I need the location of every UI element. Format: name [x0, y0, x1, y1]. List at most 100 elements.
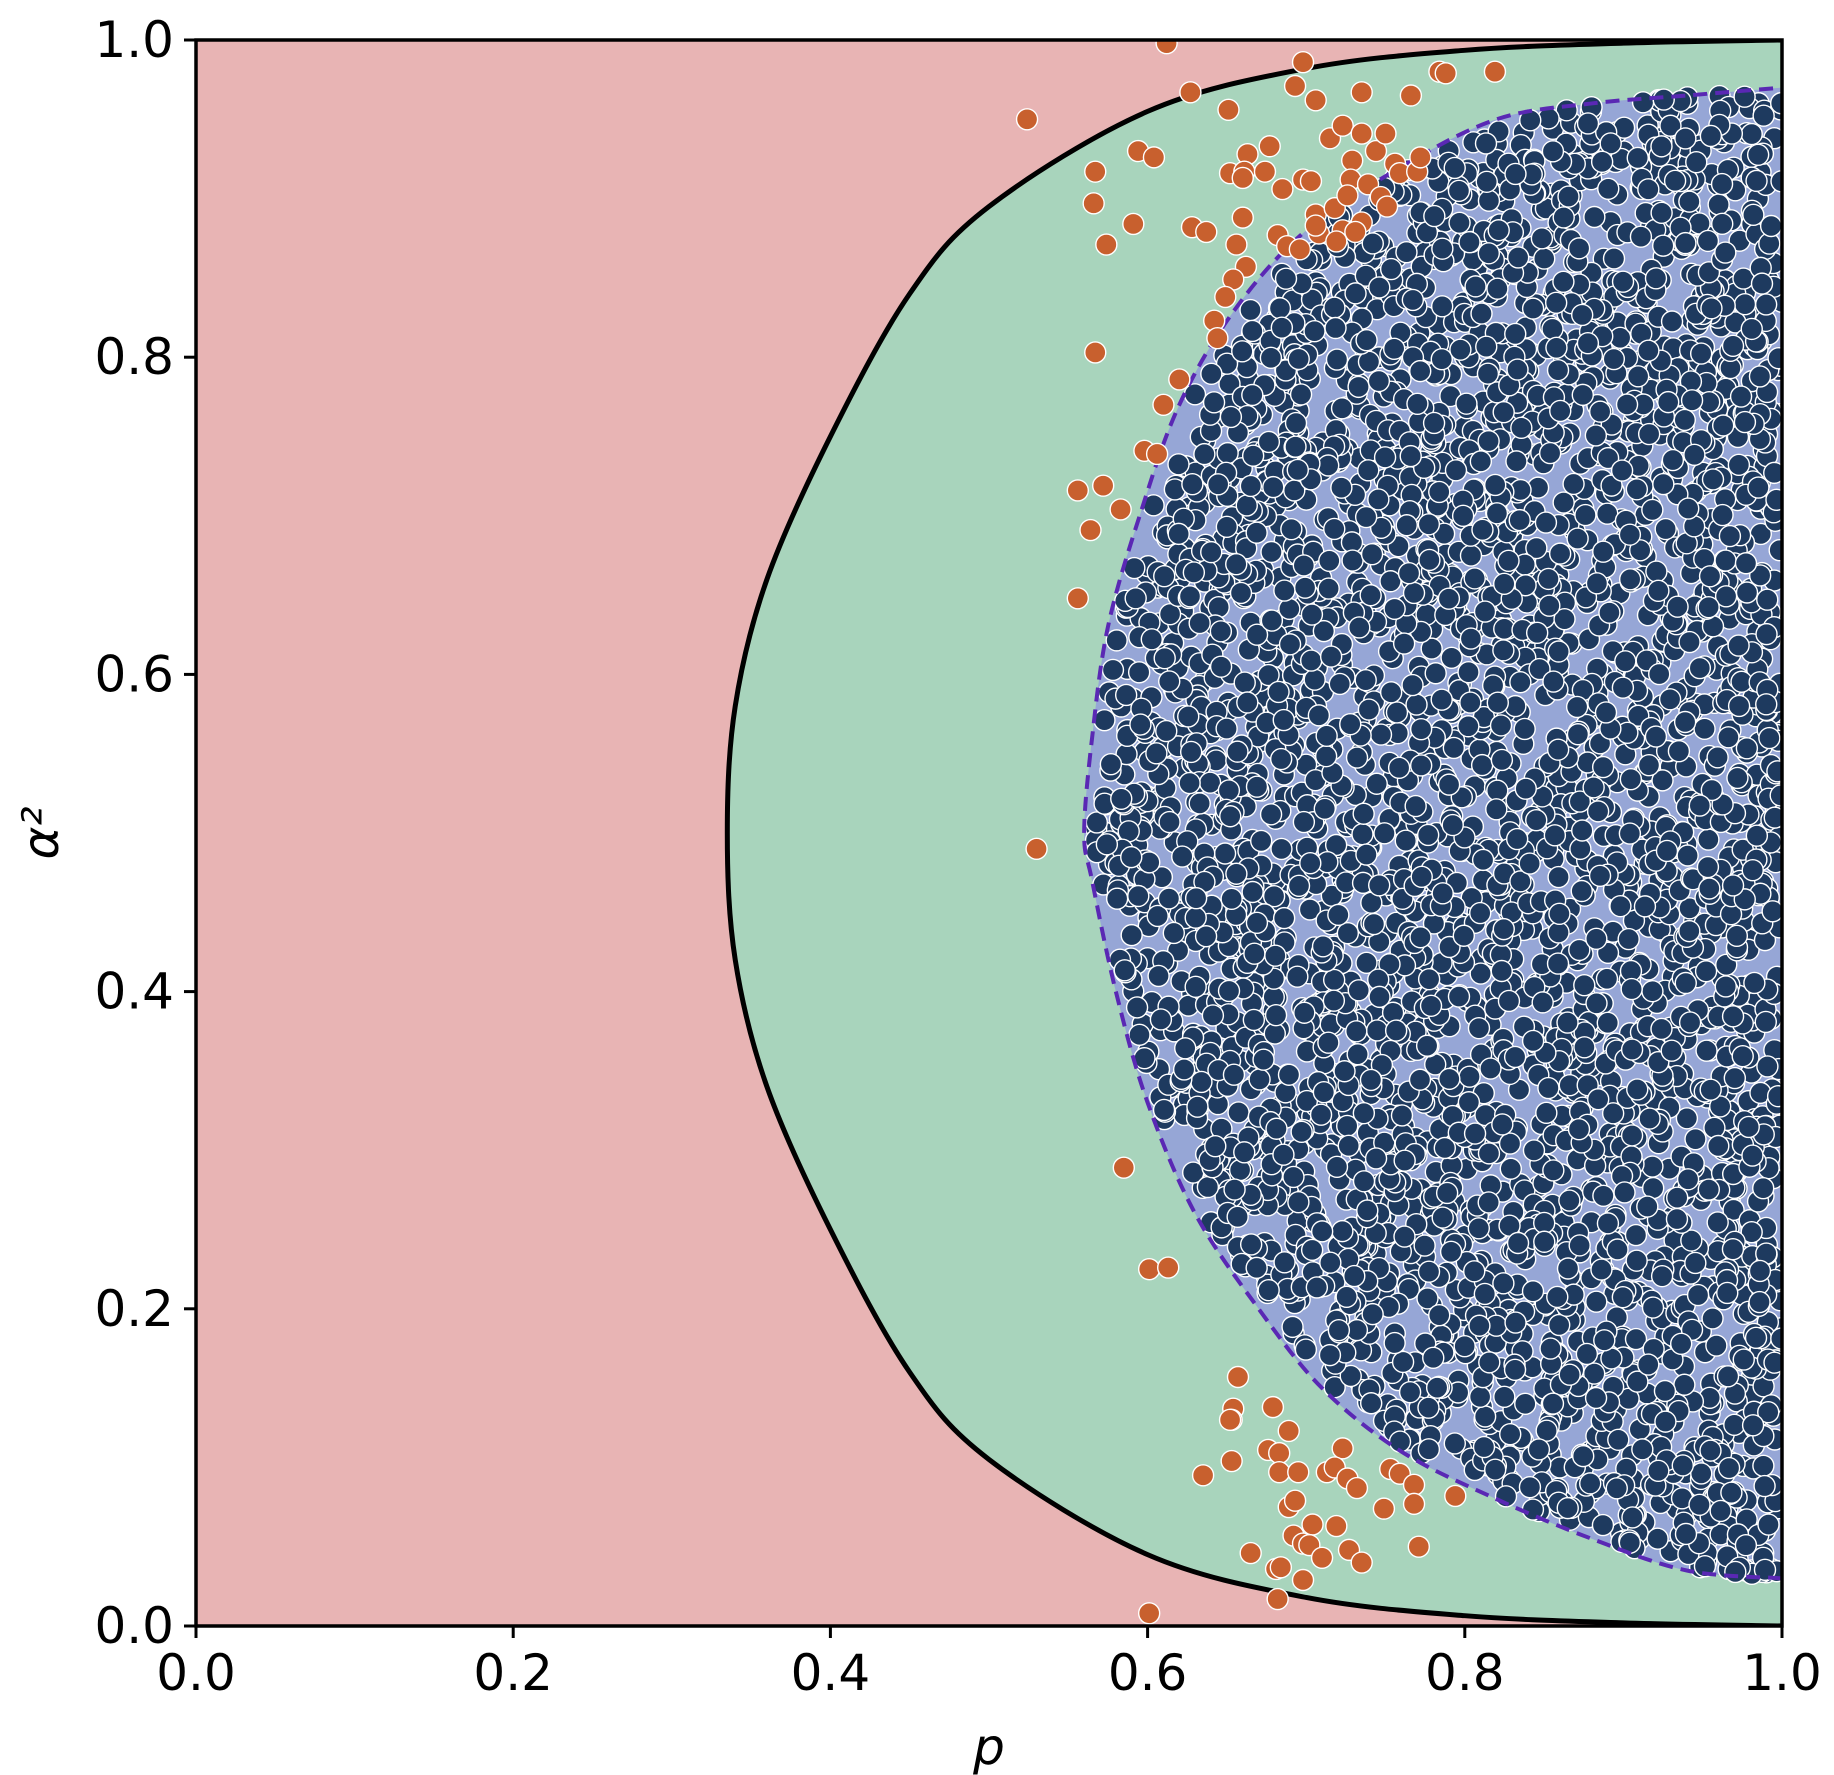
- outside-point: [1191, 1464, 1215, 1487]
- inside-point: [1428, 1303, 1451, 1327]
- inside-point: [1655, 839, 1679, 863]
- inside-point: [1206, 473, 1230, 496]
- inside-point: [1368, 985, 1391, 1009]
- outside-point: [1258, 135, 1281, 158]
- inside-point: [1677, 497, 1700, 520]
- inside-point: [1711, 212, 1734, 236]
- inside-point: [1367, 488, 1390, 511]
- inside-point: [1752, 1177, 1775, 1200]
- inside-point: [1281, 1315, 1304, 1339]
- y-tick-label: 0.6: [94, 645, 174, 703]
- inside-point: [1700, 778, 1724, 802]
- inside-point: [1734, 552, 1758, 575]
- inside-point: [1397, 562, 1421, 585]
- inside-point: [1568, 1234, 1591, 1257]
- inside-point: [1624, 1223, 1648, 1247]
- inside-point: [1637, 1353, 1660, 1376]
- inside-point: [1398, 1380, 1422, 1404]
- inside-point: [1611, 1285, 1635, 1309]
- inside-point: [1362, 912, 1386, 936]
- inside-point: [1503, 1045, 1527, 1069]
- inside-point: [1568, 938, 1591, 962]
- inside-point: [1229, 581, 1253, 605]
- inside-point: [1673, 408, 1696, 432]
- inside-point: [1741, 858, 1764, 882]
- inside-point: [1688, 656, 1712, 680]
- inside-point: [1586, 800, 1610, 823]
- inside-point: [1373, 446, 1397, 469]
- inside-point: [1484, 1458, 1507, 1481]
- inside-point: [1546, 358, 1570, 382]
- inside-point: [1566, 723, 1590, 746]
- inside-point: [1474, 132, 1498, 155]
- inside-point: [1765, 488, 1782, 511]
- inside-point: [1699, 1078, 1722, 1101]
- inside-point: [1110, 787, 1133, 810]
- inside-point: [1596, 446, 1620, 470]
- inside-point: [1633, 895, 1657, 918]
- inside-point: [1441, 813, 1464, 837]
- inside-point: [1588, 864, 1612, 887]
- inside-point: [1470, 302, 1493, 325]
- inside-point: [1311, 935, 1335, 958]
- inside-point: [1219, 805, 1242, 828]
- outside-point: [1325, 1514, 1348, 1538]
- inside-point: [1431, 1206, 1454, 1229]
- inside-point: [1745, 169, 1768, 193]
- inside-point: [1303, 668, 1326, 691]
- inside-point: [1401, 673, 1424, 697]
- inside-point: [1542, 670, 1565, 693]
- inside-point: [1355, 328, 1378, 352]
- inside-point: [1463, 1122, 1487, 1145]
- inside-point: [1741, 1414, 1765, 1437]
- outside-point: [1231, 206, 1254, 229]
- inside-point: [1571, 383, 1594, 407]
- outside-point: [1206, 326, 1229, 350]
- inside-point: [1745, 824, 1769, 847]
- inside-point: [1282, 1165, 1305, 1189]
- inside-point: [1124, 587, 1147, 610]
- inside-point: [1367, 874, 1391, 897]
- inside-point: [1725, 924, 1749, 948]
- inside-point: [1645, 560, 1668, 583]
- inside-point: [1497, 549, 1520, 572]
- inside-point: [1761, 900, 1782, 923]
- inside-point: [1422, 411, 1446, 435]
- inside-point: [1439, 1240, 1463, 1264]
- x-tick-label: 0.4: [791, 1644, 871, 1702]
- inside-point: [1430, 688, 1453, 711]
- inside-point: [1576, 112, 1600, 135]
- inside-point: [1678, 190, 1701, 213]
- inside-point: [1596, 502, 1619, 525]
- inside-point: [1477, 189, 1501, 212]
- inside-point: [1504, 322, 1527, 346]
- inside-point: [1527, 1438, 1551, 1461]
- inside-point: [1553, 607, 1576, 631]
- inside-point: [1312, 1080, 1336, 1104]
- inside-point: [1485, 502, 1509, 525]
- inside-point: [1477, 242, 1500, 265]
- inside-point: [1289, 383, 1313, 406]
- inside-point: [1369, 516, 1393, 540]
- outside-point: [1084, 160, 1107, 183]
- inside-point: [1431, 882, 1454, 905]
- inside-point: [1184, 887, 1208, 910]
- inside-point: [1328, 672, 1352, 696]
- inside-point: [1324, 316, 1347, 340]
- inside-point: [1485, 798, 1508, 821]
- y-tick-label: 0.4: [94, 963, 174, 1021]
- inside-point: [1688, 1493, 1711, 1517]
- outside-point: [1142, 146, 1166, 169]
- inside-point: [1733, 410, 1757, 434]
- inside-point: [1509, 870, 1532, 893]
- outside-point: [1079, 518, 1102, 542]
- inside-point: [1548, 1313, 1571, 1337]
- inside-point: [1693, 717, 1716, 741]
- outside-point: [1372, 1497, 1396, 1520]
- inside-point: [1101, 658, 1125, 682]
- inside-point: [1241, 383, 1264, 407]
- outside-point: [1301, 1513, 1324, 1536]
- inside-point: [1562, 472, 1585, 496]
- inside-point: [1521, 1029, 1545, 1053]
- inside-point: [1727, 453, 1751, 477]
